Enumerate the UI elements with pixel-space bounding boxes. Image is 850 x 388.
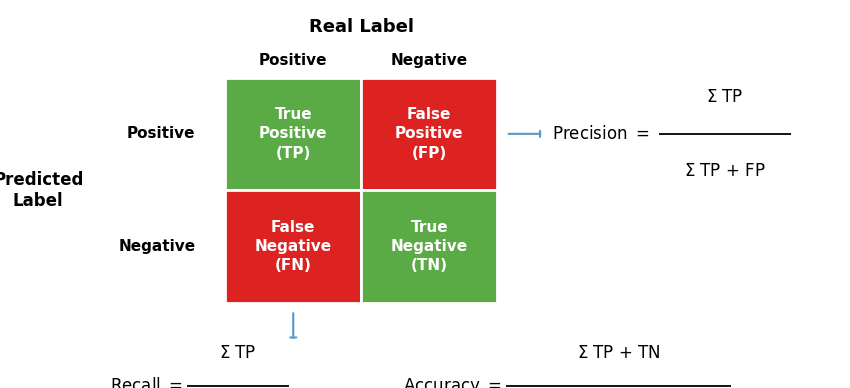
Text: $\Sigma$ TP + TN: $\Sigma$ TP + TN (576, 344, 660, 362)
FancyBboxPatch shape (361, 190, 497, 303)
FancyBboxPatch shape (225, 78, 361, 190)
Text: Precision $=$: Precision $=$ (552, 125, 650, 143)
Text: Positive: Positive (127, 126, 196, 141)
Text: Real Label: Real Label (309, 18, 414, 36)
FancyBboxPatch shape (225, 190, 361, 303)
Text: Negative: Negative (118, 239, 196, 254)
Text: False
Negative
(FN): False Negative (FN) (255, 220, 332, 273)
Text: True
Positive
(TP): True Positive (TP) (259, 107, 327, 161)
Text: False
Positive
(FP): False Positive (FP) (395, 107, 463, 161)
Text: Negative: Negative (391, 53, 468, 68)
Text: $\Sigma$ TP: $\Sigma$ TP (706, 88, 744, 106)
Text: Accuracy $=$: Accuracy $=$ (403, 376, 502, 388)
Text: $\Sigma$ TP + FP: $\Sigma$ TP + FP (684, 162, 765, 180)
Text: Predicted
Label: Predicted Label (0, 171, 83, 210)
Text: True
Negative
(TN): True Negative (TN) (391, 220, 468, 273)
FancyBboxPatch shape (361, 78, 497, 190)
Text: Recall $=$: Recall $=$ (110, 377, 183, 388)
Text: $\Sigma$ TP: $\Sigma$ TP (219, 344, 257, 362)
Text: Positive: Positive (259, 53, 327, 68)
